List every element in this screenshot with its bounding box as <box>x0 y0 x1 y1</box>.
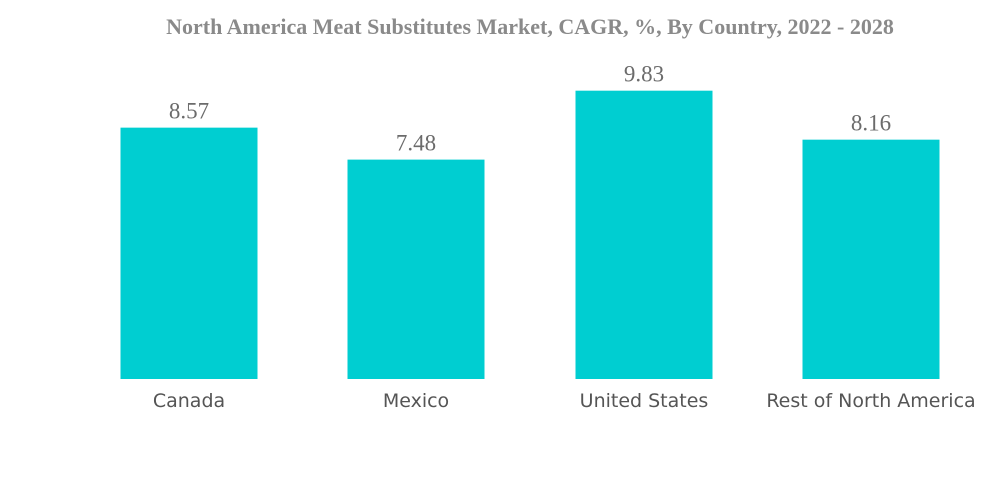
value-label: 8.57 <box>169 99 209 124</box>
value-label: 9.83 <box>624 62 664 87</box>
bar-rest-of-north-america <box>802 139 940 379</box>
category-label: Rest of North America <box>766 390 975 412</box>
bars-layer <box>120 90 940 379</box>
bar-united-states <box>575 90 713 379</box>
bar-canada <box>120 127 258 379</box>
category-label: Canada <box>153 390 225 412</box>
value-label: 8.16 <box>851 111 891 136</box>
category-label: Mexico <box>383 390 449 412</box>
value-labels-layer: 8.57 7.48 9.83 8.16 <box>169 62 891 156</box>
bar-mexico <box>347 159 485 379</box>
category-labels-layer: Canada Mexico United States Rest of North A… <box>153 390 976 412</box>
category-label: United States <box>580 390 709 412</box>
chart-title: North America Meat Substitutes Market, C… <box>166 14 894 39</box>
value-label: 7.48 <box>396 131 436 156</box>
